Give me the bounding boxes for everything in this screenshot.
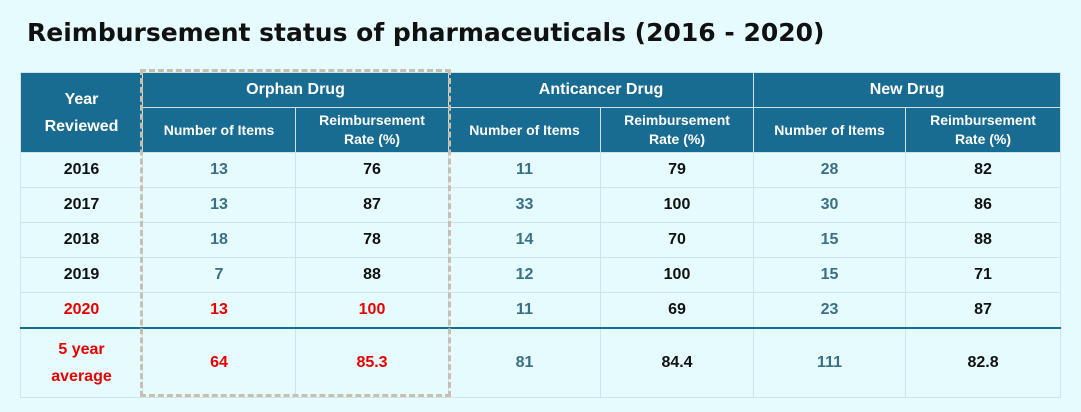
orphan-rate-cell: 78 [294,222,450,258]
anticancer-items-cell: 12 [448,257,602,293]
orphan-items-cell: 13 [142,292,296,329]
average-label-cell: 5 year average [20,327,143,398]
header-year-reviewed: Year Reviewed [20,72,143,153]
rate-label-line1: Reimbursement [319,112,425,128]
average-label-line1: 5 year [58,341,105,358]
header-anticancer-items: Number of Items [448,107,602,153]
orphan-rate-cell: 76 [294,152,450,188]
header-new-drug: New Drug [753,72,1062,108]
new-items-cell: 30 [753,187,907,223]
new-items-cell: 28 [753,152,907,188]
orphan-items-cell: 18 [142,222,296,258]
table-row-highlighted: 2020 13 100 11 69 23 87 [20,292,1062,329]
new-rate-cell: 71 [905,257,1062,293]
year-cell: 2019 [20,257,143,293]
orphan-rate-cell: 87 [294,187,450,223]
new-items-average: 111 [753,327,907,398]
header-orphan-items: Number of Items [142,107,296,153]
orphan-rate-average: 85.3 [294,327,450,398]
year-cell: 2020 [20,292,143,329]
rate-label-line2: Rate (%) [649,131,706,147]
anticancer-rate-cell: 100 [600,187,755,223]
header-year-line2: Reviewed [44,117,119,135]
new-rate-cell: 87 [905,292,1062,329]
anticancer-items-cell: 11 [448,152,602,188]
anticancer-rate-average: 84.4 [600,327,755,398]
anticancer-items-cell: 11 [448,292,602,329]
header-new-items: Number of Items [753,107,907,153]
orphan-rate-cell: 100 [294,292,450,329]
orphan-items-cell: 7 [142,257,296,293]
table-row: 2016 13 76 11 79 28 82 [20,152,1062,188]
year-cell: 2017 [20,187,143,223]
average-label-line2: average [51,368,112,385]
new-rate-cell: 86 [905,187,1062,223]
table-row: 2018 18 78 14 70 15 88 [20,222,1062,258]
new-items-cell: 15 [753,257,907,293]
new-items-cell: 15 [753,222,907,258]
orphan-items-cell: 13 [142,187,296,223]
average-row: 5 year average 64 85.3 81 84.4 111 82.8 [20,327,1062,398]
new-rate-cell: 88 [905,222,1062,258]
reimbursement-table: Year Reviewed Orphan Drug Anticancer Dru… [20,72,1062,398]
orphan-items-average: 64 [142,327,296,398]
rate-label-line1: Reimbursement [624,112,730,128]
anticancer-items-average: 81 [448,327,602,398]
table-row: 2017 13 87 33 100 30 86 [20,187,1062,223]
header-orphan-rate: Reimbursement Rate (%) [294,107,450,153]
header-year-line1: Year [64,90,99,108]
header-anticancer-rate: Reimbursement Rate (%) [600,107,755,153]
rate-label-line2: Rate (%) [955,131,1012,147]
rate-label-line1: Reimbursement [930,112,1036,128]
anticancer-rate-cell: 100 [600,257,755,293]
orphan-items-cell: 13 [142,152,296,188]
orphan-rate-cell: 88 [294,257,450,293]
anticancer-rate-cell: 69 [600,292,755,329]
anticancer-items-cell: 33 [448,187,602,223]
rate-label-line2: Rate (%) [344,131,401,147]
anticancer-items-cell: 14 [448,222,602,258]
year-cell: 2016 [20,152,143,188]
new-rate-cell: 82 [905,152,1062,188]
anticancer-rate-cell: 79 [600,152,755,188]
new-items-cell: 23 [753,292,907,329]
page-title: Reimbursement status of pharmaceuticals … [27,18,825,47]
header-new-rate: Reimbursement Rate (%) [905,107,1062,153]
anticancer-rate-cell: 70 [600,222,755,258]
table-row: 2019 7 88 12 100 15 71 [20,257,1062,293]
year-cell: 2018 [20,222,143,258]
header-anticancer-drug: Anticancer Drug [448,72,755,108]
header-orphan-drug: Orphan Drug [141,72,450,108]
new-rate-average: 82.8 [905,327,1062,398]
